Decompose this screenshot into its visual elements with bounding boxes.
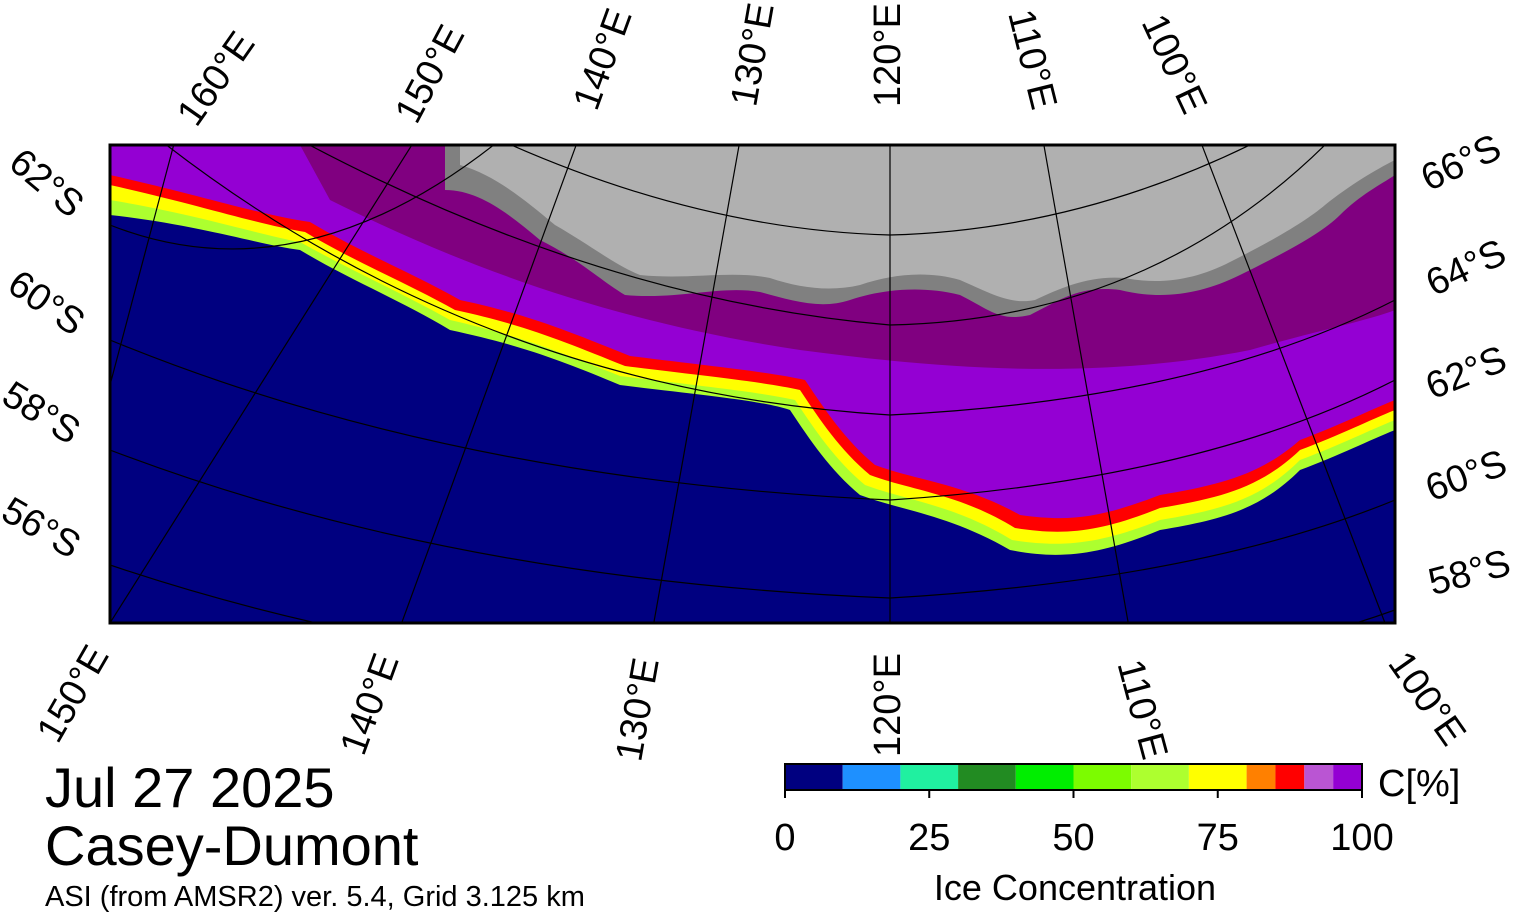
subtitle: ASI (from AMSR2) ver. 5.4, Grid 3.125 km <box>45 881 585 913</box>
colorbar-segment <box>1333 764 1362 790</box>
colorbar-unit: C[%] <box>1378 763 1460 805</box>
colorbar-segment <box>842 764 901 790</box>
colorbar-tick-label: 50 <box>1052 817 1094 859</box>
colorbar-segment <box>1188 764 1247 790</box>
colorbar-label: Ice Concentration <box>934 867 1216 908</box>
region-title: Casey-Dumont <box>45 814 419 877</box>
colorbar-segment <box>900 764 959 790</box>
graticule-label: 140°E <box>333 648 408 760</box>
map-frame <box>108 143 1397 625</box>
colorbar-segment <box>1131 764 1189 790</box>
graticule-label: 110°E <box>999 5 1064 113</box>
graticule-label: 62°S <box>1420 338 1513 408</box>
colorbar-tick-label: 75 <box>1197 817 1239 859</box>
graticule <box>110 145 1395 623</box>
colorbar: 0 25 50 75 100 Ice Concentration C[%] <box>774 763 1460 908</box>
colorbar-segment <box>785 764 843 790</box>
map <box>110 145 1395 623</box>
colorbar-segment <box>1275 764 1305 790</box>
graticule-label: 140°E <box>566 3 641 115</box>
graticule-label: 120°E <box>867 3 909 107</box>
graticule-label: 150°E <box>387 18 473 130</box>
graticule-label: 130°E <box>608 655 667 765</box>
graticule-label: 110°E <box>1109 655 1176 764</box>
colorbar-tick-label: 25 <box>908 817 950 859</box>
colorbar-tick-label: 0 <box>774 817 795 859</box>
graticule-label: 100°E <box>1133 8 1215 120</box>
colorbar-tick-label: 100 <box>1330 817 1393 859</box>
graticule-label: 58°S <box>0 374 87 454</box>
graticule-label: 60°S <box>1420 442 1512 510</box>
graticule-label: 120°E <box>867 653 909 757</box>
graticule-label: 100°E <box>1380 644 1474 753</box>
graticule-label: 150°E <box>29 639 117 750</box>
graticule-label: 64°S <box>1420 232 1513 305</box>
graticule-label: 56°S <box>0 489 87 567</box>
date-title: Jul 27 2025 <box>45 756 335 819</box>
graticule-label: 66°S <box>1415 127 1508 200</box>
graticule-label: 160°E <box>169 24 263 133</box>
colorbar-segment <box>1304 764 1334 790</box>
graticule-label: 130°E <box>723 0 782 109</box>
graticule-label: 58°S <box>1424 542 1513 604</box>
colorbar-segment <box>1073 764 1132 790</box>
graticule-label: 60°S <box>0 262 92 344</box>
graticule-label: 62°S <box>1 141 91 226</box>
colorbar-segment <box>958 764 1016 790</box>
colorbar-segment <box>1246 764 1276 790</box>
colorbar-segment <box>1015 764 1074 790</box>
